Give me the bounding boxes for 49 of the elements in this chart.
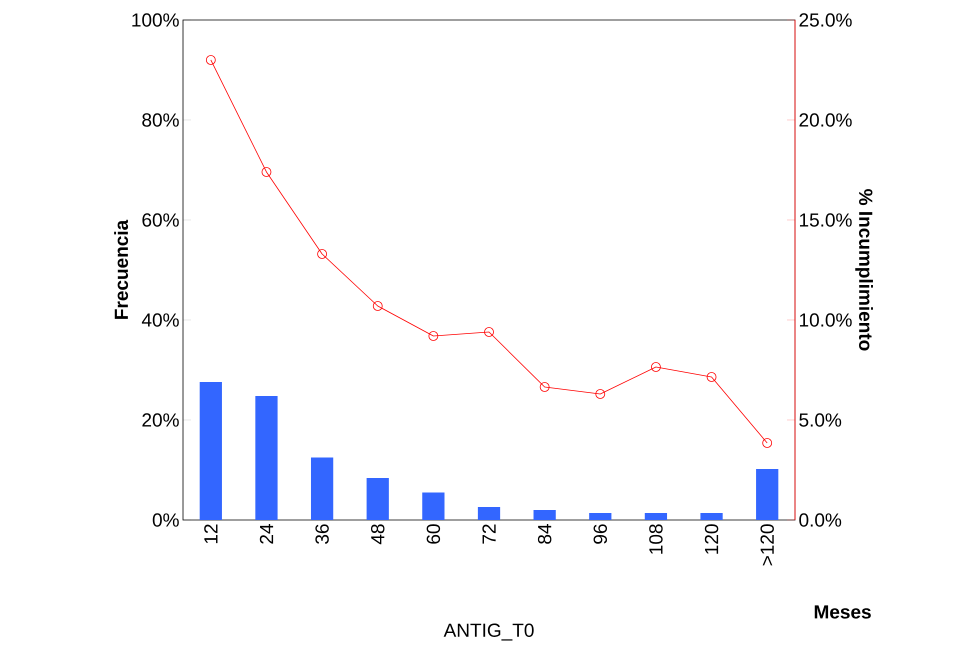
point bbox=[540, 382, 550, 392]
x-tick-label: 60 bbox=[426, 524, 440, 544]
y-tick-label: 20% bbox=[142, 413, 179, 427]
y2-tick-label: 5.0% bbox=[799, 413, 842, 427]
point bbox=[428, 331, 438, 341]
bar bbox=[534, 510, 556, 520]
x-tick-label: 84 bbox=[538, 524, 552, 544]
bar bbox=[700, 512, 723, 520]
bar bbox=[756, 468, 778, 520]
y2-tick-label: 10.0% bbox=[800, 313, 852, 327]
point bbox=[651, 362, 661, 372]
bar bbox=[310, 457, 334, 520]
y2-tick-label: 15.0% bbox=[800, 213, 852, 227]
bar bbox=[589, 512, 612, 520]
y-axis-title: Frecuencia bbox=[114, 220, 128, 319]
y-tick-label: 60% bbox=[142, 213, 179, 227]
x-tick-label: 120 bbox=[704, 524, 718, 554]
y2-tick-label: 25.0% bbox=[799, 13, 852, 27]
y2-axis-title: % Incumplimiento bbox=[855, 189, 873, 351]
point bbox=[484, 327, 494, 337]
y2-tick-label: 0.0% bbox=[799, 513, 842, 527]
y-tick-label: 40% bbox=[142, 313, 179, 327]
y-tick-label: 100% bbox=[132, 13, 179, 27]
point bbox=[372, 301, 383, 311]
point bbox=[262, 167, 272, 177]
x-tick-label: 36 bbox=[315, 524, 329, 544]
bar bbox=[422, 492, 444, 520]
x-tick-label: 12 bbox=[204, 524, 218, 544]
x-tick-label: 96 bbox=[594, 524, 608, 544]
x-tick-label: >120 bbox=[760, 524, 774, 566]
point bbox=[762, 438, 772, 448]
bar bbox=[644, 512, 668, 520]
bar bbox=[255, 396, 278, 520]
y-tick-label: 0% bbox=[152, 513, 179, 527]
bar bbox=[200, 382, 222, 520]
point bbox=[595, 389, 606, 399]
point bbox=[206, 55, 216, 65]
y2-tick-label: 20.0% bbox=[799, 113, 852, 127]
point bbox=[706, 372, 716, 382]
x-tick-label: 24 bbox=[260, 524, 274, 544]
bar bbox=[478, 506, 500, 520]
bar bbox=[366, 478, 389, 520]
x-tick-label: 48 bbox=[371, 524, 384, 544]
point bbox=[317, 249, 327, 259]
x-axis-title: ANTIG_T0 bbox=[444, 624, 534, 641]
x-tick-label: 72 bbox=[482, 524, 496, 544]
x-tick-label: 108 bbox=[649, 524, 663, 554]
text: Meses bbox=[814, 605, 871, 619]
y-tick-label: 80% bbox=[142, 113, 179, 127]
